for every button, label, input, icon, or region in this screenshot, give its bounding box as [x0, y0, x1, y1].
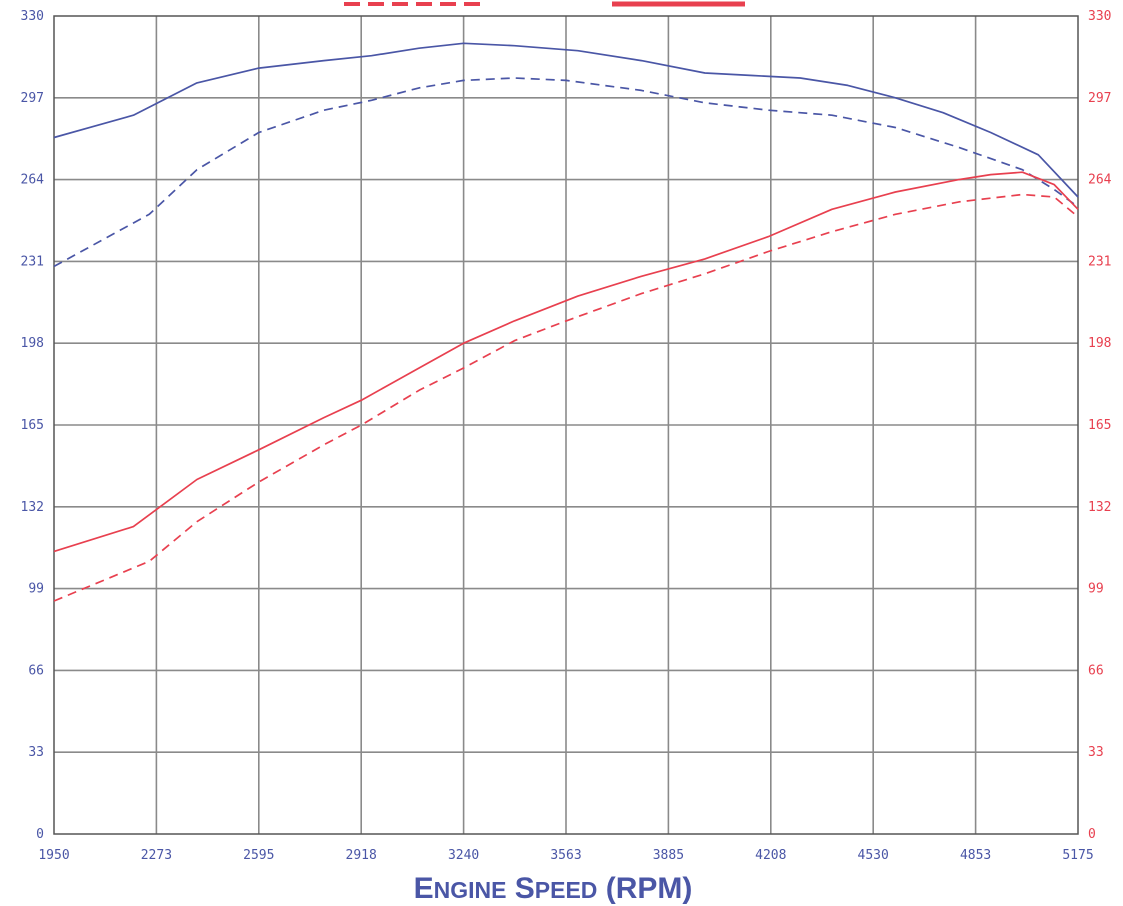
- x-axis: 1950 2273 2595 2918 3240 3563 3885 4208 4530 4853…: [38, 848, 1093, 863]
- series-layer: [53, 42, 1079, 602]
- x-tick-label: 3885: [653, 848, 684, 863]
- x-tick-label: 3240: [448, 848, 479, 863]
- y-tick-label-right: 66: [1088, 663, 1104, 678]
- x-tick-label: 2595: [243, 848, 274, 863]
- y-tick-label-left: 297: [21, 91, 44, 106]
- y-tick-label-left: 33: [28, 745, 44, 760]
- y-tick-label-right: 132: [1088, 500, 1111, 515]
- x-tick-label: 1950: [38, 848, 69, 863]
- y-tick-label-left: 165: [21, 418, 44, 433]
- y-tick-label-right: 330: [1088, 9, 1111, 24]
- x-tick-label: 4853: [960, 848, 991, 863]
- y-tick-label-right: 0: [1088, 827, 1096, 842]
- series-line-4: [53, 193, 1079, 602]
- y-tick-label-right: 99: [1088, 582, 1104, 597]
- series-line-2: [53, 77, 1079, 268]
- y-tick-label-left: 0: [36, 827, 44, 842]
- y-tick-label-right: 264: [1088, 173, 1112, 188]
- y-axis-right: 0 33 66 99 132 165 198 231 264 297 330: [1088, 9, 1112, 842]
- y-tick-label-left: 99: [28, 582, 44, 597]
- x-axis-title: ENGINE SPEED (RPM): [414, 872, 693, 905]
- x-tick-label: 4208: [755, 848, 786, 863]
- y-tick-label-left: 231: [21, 254, 44, 269]
- x-tick-label: 2273: [141, 848, 172, 863]
- y-axis-left: 0 33 66 99 132 165 198 231 264 297 330: [21, 9, 45, 842]
- y-tick-label-right: 231: [1088, 254, 1111, 269]
- y-tick-label-left: 132: [21, 500, 44, 515]
- y-tick-label-right: 165: [1088, 418, 1111, 433]
- y-tick-label-right: 297: [1088, 91, 1111, 106]
- y-tick-label-left: 198: [21, 336, 44, 351]
- y-tick-label-left: 264: [21, 173, 45, 188]
- x-tick-label: 5175: [1062, 848, 1093, 863]
- x-tick-label: 4530: [858, 848, 889, 863]
- series-line-3: [53, 171, 1079, 553]
- plot-area-frame: [53, 15, 1079, 835]
- y-tick-label-right: 198: [1088, 336, 1111, 351]
- y-tick-label-right: 33: [1088, 745, 1104, 760]
- y-tick-label-left: 330: [21, 9, 44, 24]
- series-line-1: [53, 42, 1079, 198]
- y-tick-label-left: 66: [28, 663, 44, 678]
- x-tick-label: 3563: [550, 848, 581, 863]
- grid: [54, 16, 1078, 834]
- x-tick-label: 2918: [346, 848, 377, 863]
